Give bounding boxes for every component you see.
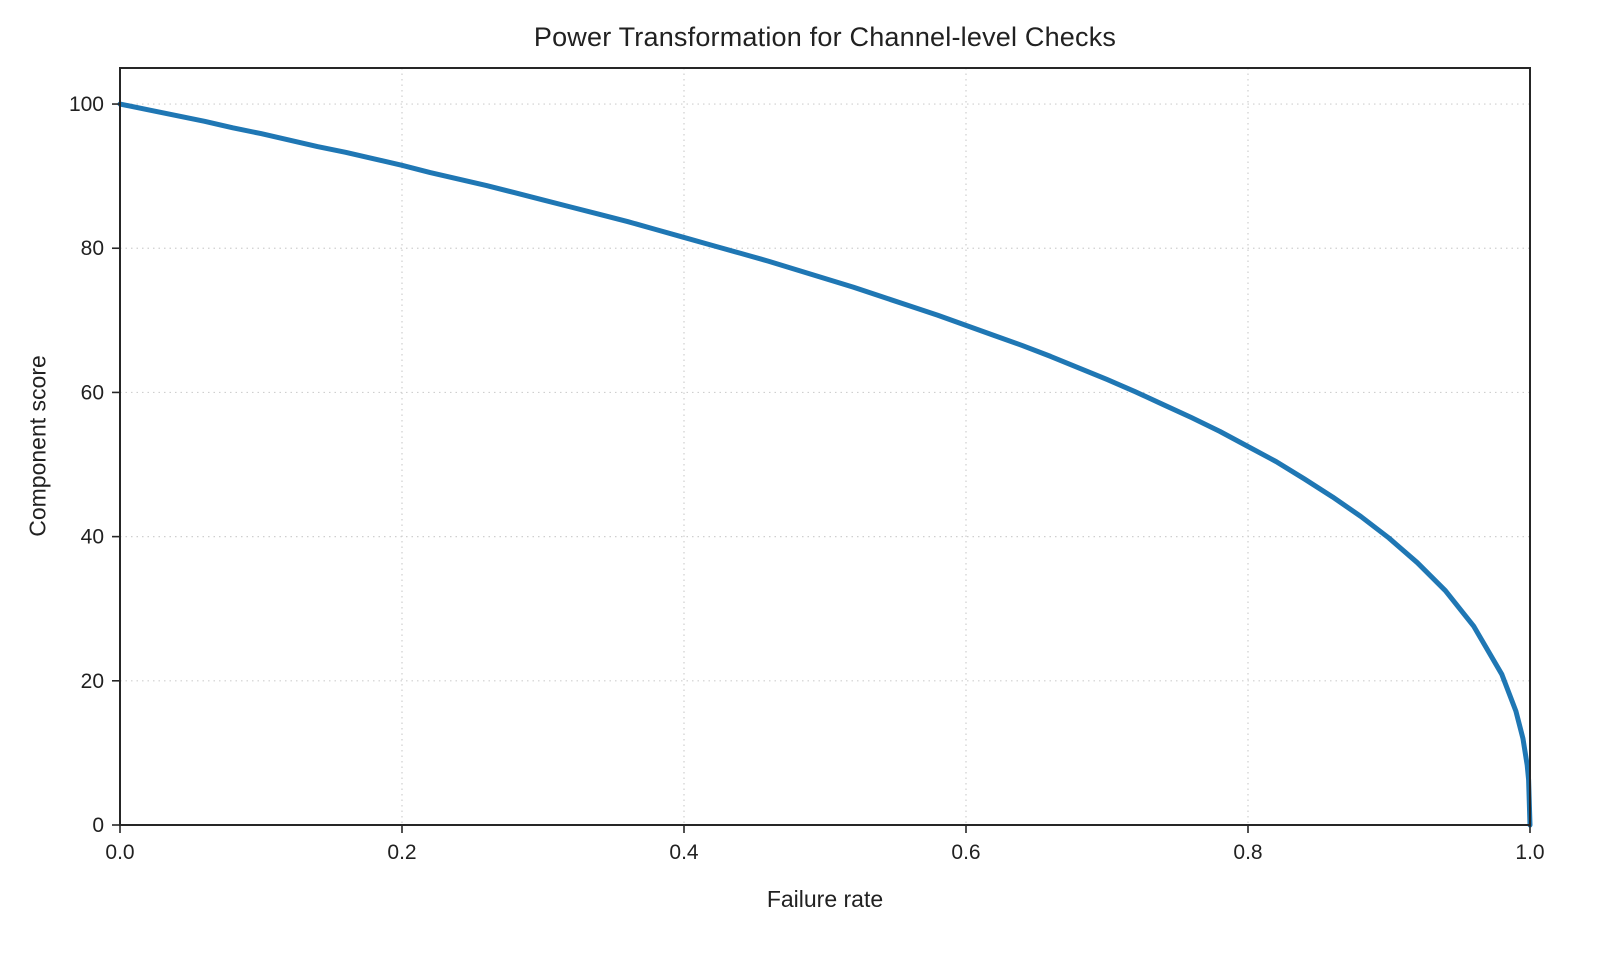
data-line-component-score-curve — [117, 101, 1533, 828]
x-tick-label: 1.0 — [1515, 841, 1544, 864]
x-tick-label: 0.0 — [105, 841, 134, 864]
x-tick-label: 0.4 — [669, 841, 699, 864]
y-tick-label: 40 — [81, 526, 104, 549]
y-tick-label: 80 — [81, 237, 104, 260]
y-tick-label: 20 — [81, 670, 104, 693]
chart-title: Power Transformation for Channel-level C… — [533, 22, 1117, 52]
x-axis-label: Failure rate — [766, 886, 884, 912]
y-axis-label: Component score — [24, 355, 51, 537]
y-tick-label: 60 — [81, 381, 104, 404]
y-tick-label: 100 — [69, 93, 104, 116]
x-tick-label: 0.2 — [387, 841, 416, 864]
y-tick-label: 0 — [92, 814, 104, 837]
plot-spines — [119, 67, 1531, 826]
x-tick-label: 0.8 — [1233, 841, 1262, 864]
x-tick-label: 0.6 — [951, 841, 980, 864]
